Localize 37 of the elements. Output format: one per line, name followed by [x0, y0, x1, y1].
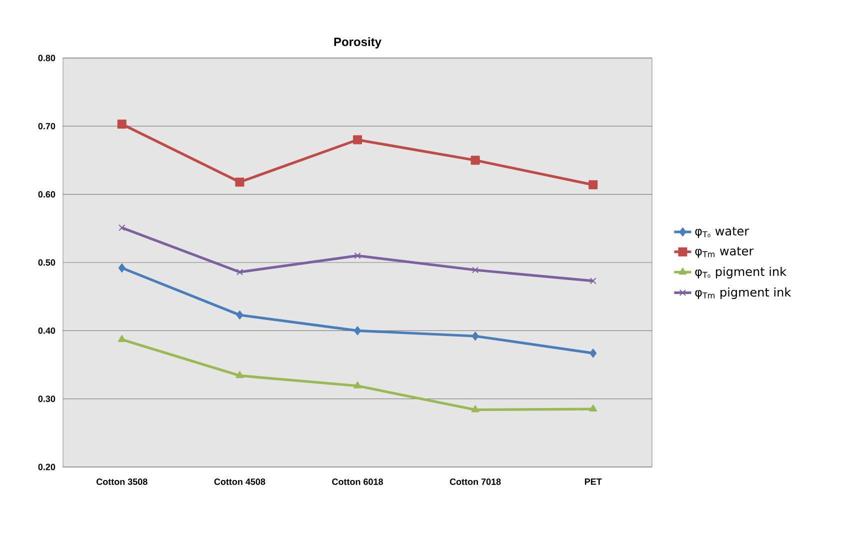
x-tick-label: Cotton 6018	[332, 478, 383, 485]
point	[470, 156, 480, 165]
point	[472, 266, 479, 274]
x-tick-label: PET	[584, 478, 602, 485]
point	[236, 310, 244, 320]
point	[589, 404, 598, 412]
x-tick-label: Cotton 7018	[450, 478, 501, 485]
point	[118, 263, 126, 272]
point	[354, 381, 362, 388]
legend-label: φ$_{Tm}$ pigment ink	[695, 287, 792, 300]
point	[354, 326, 362, 336]
point	[236, 371, 244, 378]
x-tick-label: Cotton 3508	[96, 478, 148, 485]
y-tick-label: 0.20	[38, 464, 56, 470]
point	[472, 332, 479, 341]
point	[588, 180, 598, 190]
point	[354, 252, 361, 260]
y-tick-label: 0.60	[38, 191, 56, 198]
point	[118, 224, 126, 232]
chart-title: Porosity	[334, 37, 382, 48]
point	[235, 178, 244, 187]
x-tick-label: Cotton 4508	[214, 478, 266, 485]
point	[118, 335, 126, 342]
y-tick-label: 0.30	[38, 396, 56, 402]
y-tick-label: 0.70	[38, 122, 56, 130]
legend-label: φ$_{T₀}$ pigment ink	[695, 266, 786, 278]
y-tick-label: 0.80	[38, 54, 56, 62]
legend-label: φ$_{Tm}$ water	[695, 246, 754, 258]
point	[353, 135, 362, 144]
y-tick-label: 0.50	[38, 259, 56, 266]
point	[117, 120, 126, 129]
point	[590, 278, 596, 284]
point	[471, 405, 480, 412]
legend-label: φ$_{T₀}$ water	[695, 226, 750, 238]
y-tick-label: 0.40	[38, 327, 56, 334]
point	[236, 268, 244, 276]
point	[590, 348, 597, 358]
